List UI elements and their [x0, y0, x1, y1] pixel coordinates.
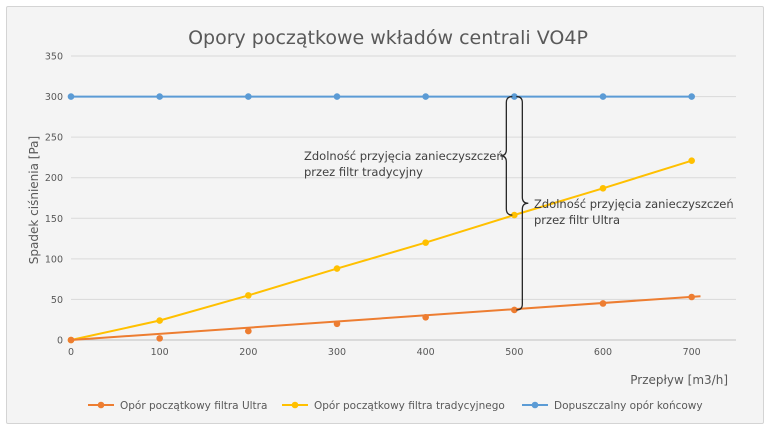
- y-tick-label: 100: [45, 254, 63, 265]
- annotations: Zdolność przyjęcia zanieczyszczeń przez f…: [304, 95, 734, 311]
- legend-entry: Opór początkowy filtra tradycyjnego: [314, 400, 505, 412]
- x-tick-label: 100: [151, 347, 169, 358]
- legend: Opór początkowy filtra Ultra Opór początk…: [88, 400, 703, 412]
- annotation-line: Zdolność przyjęcia zanieczyszczeń: [304, 149, 504, 163]
- data-point: [156, 93, 163, 100]
- data-point: [245, 292, 252, 299]
- data-point: [333, 93, 341, 100]
- legend-swatch-marker: [531, 401, 539, 409]
- x-tick-label: 400: [417, 347, 435, 358]
- x-axis-label: Przepływ [m3/h]: [630, 373, 728, 387]
- y-tick-label: 250: [45, 133, 63, 144]
- x-tick-label: 700: [683, 347, 701, 358]
- data-point: [511, 93, 518, 100]
- data-point: [511, 211, 518, 219]
- y-tick-label: 200: [45, 173, 63, 184]
- chart-title: Opory początkowe wkładów centrali VO4P: [188, 27, 588, 49]
- series-line: [70, 159, 692, 341]
- data-point: [67, 93, 75, 100]
- data-point: [422, 313, 429, 321]
- legend-entry: Dopuszczalny opór końcowy: [554, 400, 703, 412]
- x-tick-label: 500: [505, 347, 523, 358]
- annotation-line: przez filtr Ultra: [534, 213, 620, 227]
- y-tick-label: 50: [51, 295, 63, 306]
- annotation-traditional: Zdolność przyjęcia zanieczyszczeń przez f…: [304, 149, 504, 179]
- data-point: [67, 336, 75, 344]
- data-point: [156, 335, 163, 342]
- y-tick-label: 150: [45, 214, 63, 225]
- y-tick-label: 300: [45, 92, 63, 103]
- annotation-line: Zdolność przyjęcia zanieczyszczeń: [534, 197, 734, 211]
- data-point: [245, 93, 252, 100]
- data-point: [422, 239, 429, 246]
- annotation-ultra: Zdolność przyjęcia zanieczyszczeń przez f…: [534, 197, 734, 227]
- data-point: [688, 93, 695, 100]
- legend-swatch-marker: [97, 401, 105, 409]
- data-point: [333, 320, 341, 328]
- y-tick-label: 0: [57, 336, 63, 347]
- y-axis-label: Spadek ciśnienia [Pa]: [27, 136, 41, 264]
- data-point: [156, 317, 163, 324]
- x-tick-label: 0: [68, 347, 74, 358]
- data-point: [599, 184, 607, 192]
- x-tick-label: 200: [239, 347, 257, 358]
- data-point: [599, 93, 607, 100]
- x-tick-label: 600: [594, 347, 612, 358]
- data-point: [422, 93, 429, 100]
- axes: 0 50 100 150 200 250 300 350 0 100 200 300 400 500 600…: [45, 52, 736, 358]
- data-point: [688, 293, 695, 301]
- data-point: [511, 306, 518, 314]
- legend-swatch-marker: [291, 401, 299, 409]
- data-point: [245, 327, 252, 335]
- x-tick-label: 300: [328, 347, 346, 358]
- bracket-ultra: [516, 95, 529, 311]
- y-tick-label: 350: [45, 52, 63, 63]
- data-point: [688, 157, 695, 164]
- data-point: [333, 265, 341, 272]
- series-layer: [67, 93, 701, 344]
- chart-frame: [6, 6, 764, 424]
- legend-entry: Opór początkowy filtra Ultra: [120, 400, 267, 412]
- series-line: [70, 295, 701, 341]
- data-point: [599, 300, 607, 307]
- annotation-line: przez filtr tradycyjny: [304, 165, 423, 179]
